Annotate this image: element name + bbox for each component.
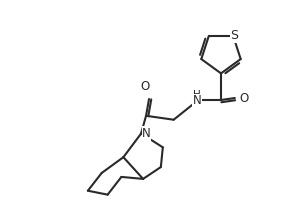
Text: N: N — [142, 127, 151, 140]
Text: O: O — [140, 80, 150, 93]
Text: N: N — [193, 94, 202, 107]
Text: O: O — [240, 92, 249, 105]
Text: H: H — [194, 90, 201, 100]
Text: S: S — [230, 29, 238, 42]
